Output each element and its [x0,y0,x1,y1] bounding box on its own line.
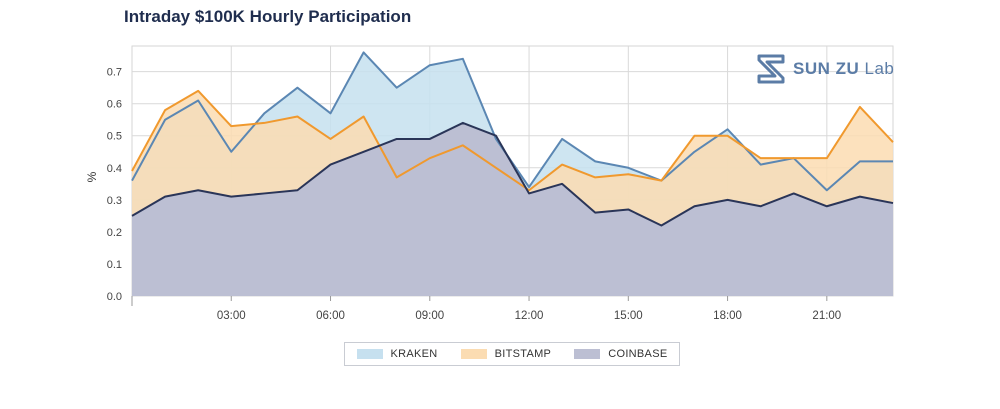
legend-swatch-kraken [356,349,383,359]
legend-swatch-coinbase [574,349,601,359]
line-coinbase [131,121,894,227]
legend-item-coinbase[interactable]: COINBASE [574,348,667,360]
y-tick-label: 0.7 [107,67,122,79]
area-coinbase [132,122,893,296]
series-areas [132,52,893,297]
x-tick-label: 12:00 [515,310,544,322]
x-tick-label: 06:00 [316,310,345,322]
x-tick-label: 15:00 [614,310,643,322]
y-tick-label: 0.2 [107,227,122,239]
y-axis-label: % [85,171,99,182]
logo-suffix: Lab [864,59,895,78]
legend-label-bitstamp: BITSTAMP [494,348,552,360]
legend-item-kraken[interactable]: KRAKEN [356,348,438,360]
y-tick-label: 0.3 [107,195,122,207]
sunzu-logo-icon [757,54,785,84]
legend: KRAKEN BITSTAMP COINBASE [344,342,680,366]
logo-text: SUN ZU Lab [793,59,894,79]
sunzu-lab-logo: SUN ZU Lab [755,54,894,84]
series-lines [131,51,894,227]
x-tick-label: 09:00 [415,310,444,322]
legend-item-bitstamp[interactable]: BITSTAMP [460,348,552,360]
y-tick-label: 0.0 [107,291,122,303]
x-tick-label: 18:00 [713,310,742,322]
logo-brand: SUN ZU [793,59,860,78]
y-tick-label: 0.6 [107,99,122,111]
x-tick-label: 21:00 [812,310,841,322]
legend-label-kraken: KRAKEN [390,348,438,360]
y-tick-label: 0.4 [107,163,122,175]
axes: 0.0 0.1 0.2 0.3 0.4 0.5 0.6 0.7 03:00 06:00 09:00 1… [107,67,842,322]
legend-swatch-bitstamp [460,349,487,359]
y-tick-label: 0.5 [107,131,122,143]
line-bitstamp [131,89,894,192]
x-tick-label: 03:00 [217,310,246,322]
y-tick-label: 0.1 [107,259,122,271]
legend-label-coinbase: COINBASE [608,348,668,360]
chart-title: Intraday $100K Hourly Participation [124,7,412,26]
